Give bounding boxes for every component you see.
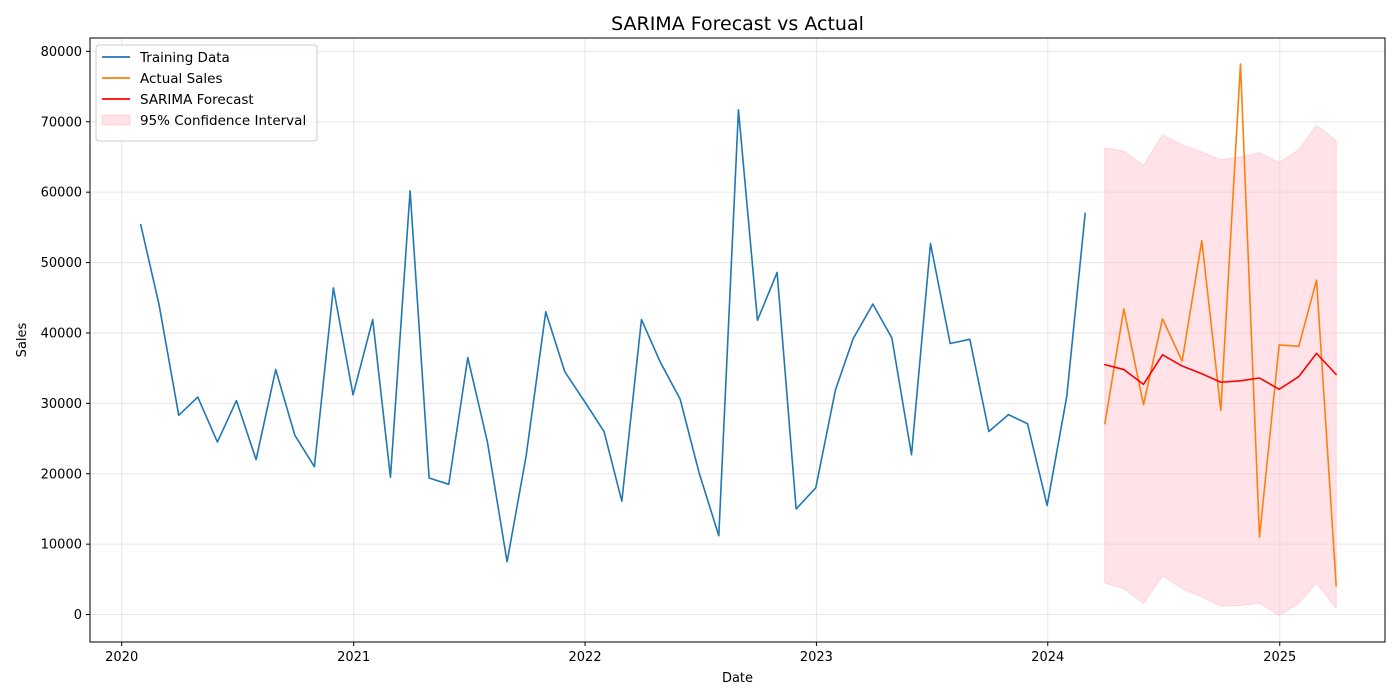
legend-label: 95% Confidence Interval [140,113,306,129]
legend-box [95,44,318,142]
legend-entry-training-data: Training Data [102,50,230,66]
x-tick-label: 2025 [1263,650,1296,665]
sarima-forecast-line [1104,352,1337,391]
y-tick-label: 10000 [41,538,82,553]
x-tick-label: 2024 [1031,650,1064,665]
legend-entry-sarima-forecast: SARIMA Forecast [102,92,254,108]
y-tick-label: 30000 [41,397,82,412]
actual-sales-line [1104,63,1337,587]
legend-label: Training Data [139,50,230,66]
y-axis-label: Sales [15,322,30,357]
y-tick-label: 70000 [41,115,82,130]
x-tick-label: 2023 [800,650,833,665]
x-tick-label: 2022 [569,650,602,665]
x-axis-label: Date [722,671,753,686]
band-layer [1104,124,1337,616]
legend: Training Data Actual Sales SARIMA Forecast… [95,44,318,142]
y-tick-label: 80000 [41,45,82,60]
legend-entry-actual-sales: Actual Sales [102,71,223,87]
y-tick-label: 60000 [41,186,82,201]
chart-title: SARIMA Forecast vs Actual [611,13,864,35]
y-tick-label: 40000 [41,326,82,341]
legend-label: Actual Sales [140,71,223,87]
legend-entries: Training Data Actual Sales SARIMA Forecast… [101,50,306,129]
y-tick-label: 0 [74,608,82,623]
legend-swatch [101,114,131,126]
x-tick-label: 2021 [337,650,370,665]
training-data-line [139,109,1086,563]
x-tick-label: 2020 [105,650,138,665]
legend-entry-95-confidence-interval: 95% Confidence Interval [101,113,306,129]
legend-label: SARIMA Forecast [140,92,254,108]
tick-layer: 2020 2021 2022 2023 2024 2025 0 10000 20000 30000… [41,45,1297,665]
y-tick-label: 50000 [41,256,82,271]
plot-frame [89,37,1386,643]
series-layer [139,63,1337,587]
95-confidence-interval-band [1104,124,1337,616]
y-tick-label: 20000 [41,467,82,482]
